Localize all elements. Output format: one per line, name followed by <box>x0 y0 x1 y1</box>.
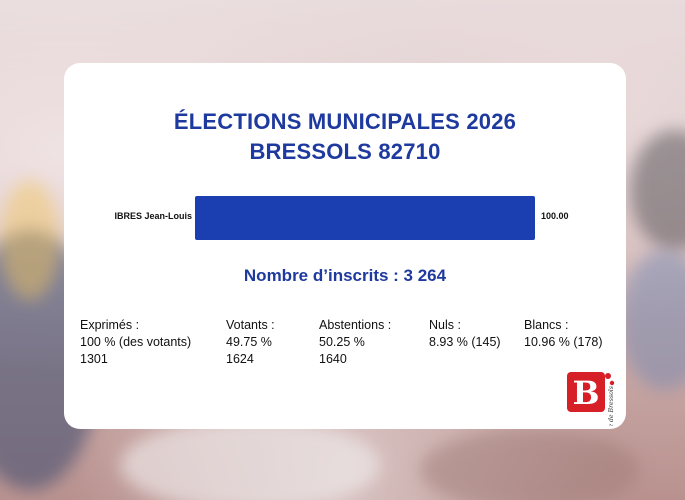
logo-shape <box>567 372 605 412</box>
stat-count: 1301 <box>80 352 108 366</box>
stat-value: 49.75 % <box>226 335 272 349</box>
logo-dot <box>609 380 615 386</box>
bg-blur-shape <box>620 250 685 390</box>
stat-label: Abstentions : <box>319 318 392 332</box>
logo-dot <box>605 373 611 379</box>
result-bar-track <box>195 196 535 240</box>
candidate-name: IBRES Jean-Louis <box>114 211 192 221</box>
stat-label: Exprimés : <box>80 318 140 332</box>
stat-label: Nuls : <box>429 318 461 332</box>
stat-value: 50.25 % <box>319 335 365 349</box>
stat-votants: Votants : 49.75 % 1624 <box>226 317 275 368</box>
result-bar <box>195 196 535 240</box>
logo-initial: B <box>572 374 599 412</box>
stat-count: 1624 <box>226 352 254 366</box>
stat-nuls: Nuls : 8.93 % (145) <box>429 317 501 351</box>
stat-abstentions: Abstentions : 50.25 % 1640 <box>319 317 391 368</box>
bg-blur-shape <box>630 130 685 250</box>
bg-blur-shape <box>120 420 380 500</box>
stat-value: 10.96 % (178) <box>524 335 603 349</box>
stat-count: 1640 <box>319 352 347 366</box>
stat-value: 8.93 % (145) <box>429 335 501 349</box>
result-percent: 100.00 <box>541 211 569 221</box>
results-card: ÉLECTIONS MUNICIPALES 2026 BRESSOLS 8271… <box>64 63 626 429</box>
bg-blur-shape <box>0 180 60 300</box>
logo-text: Ville de Bressols <box>608 386 615 426</box>
stat-exprimes: Exprimés : 100 % (des votants) 1301 <box>80 317 191 368</box>
title-line-2: BRESSOLS 82710 <box>249 139 441 164</box>
bressols-logo: B Ville de Bressols <box>567 372 615 426</box>
bg-blur-shape <box>420 430 640 500</box>
stat-label: Blancs : <box>524 318 569 332</box>
stat-value: 100 % (des votants) <box>80 335 192 349</box>
stat-blancs: Blancs : 10.96 % (178) <box>524 317 603 351</box>
title-line-1: ÉLECTIONS MUNICIPALES 2026 <box>173 109 517 134</box>
stat-label: Votants : <box>226 318 275 332</box>
registered-voters: Nombre d’inscrits : 3 264 <box>243 266 447 285</box>
